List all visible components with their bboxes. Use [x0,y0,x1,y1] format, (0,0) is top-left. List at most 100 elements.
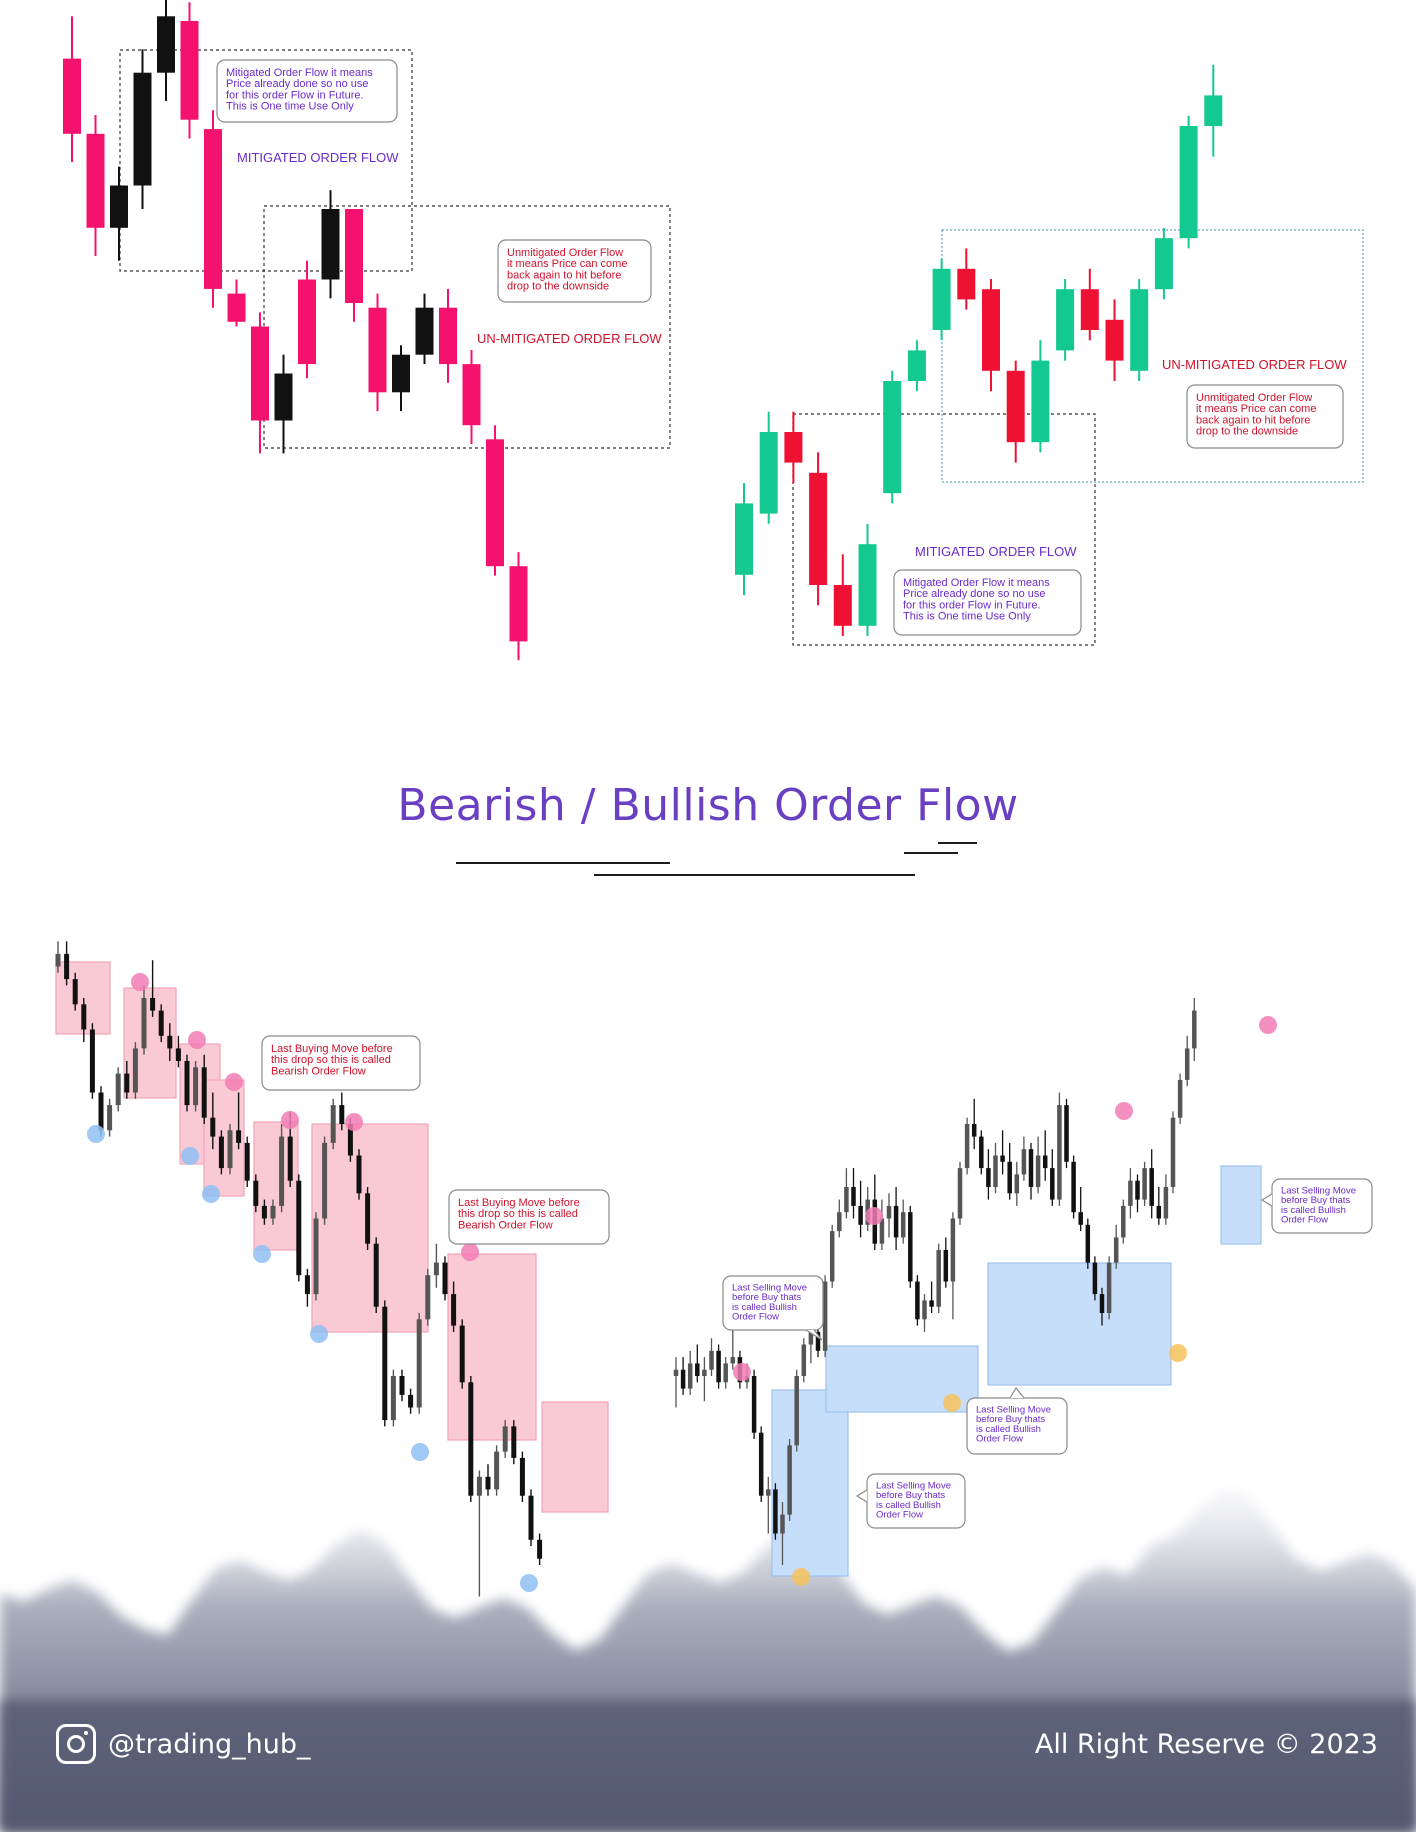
candle [1092,1256,1098,1301]
candle [702,1357,707,1402]
bullish-zone-4 [1220,1165,1262,1245]
candle [900,1199,906,1244]
candle [1071,1155,1076,1219]
candle [1064,1098,1069,1169]
candle [502,1420,508,1458]
candle [1130,279,1149,381]
candle [175,1035,181,1068]
candle [433,1243,439,1288]
candle [936,1243,941,1313]
candle [261,1199,267,1225]
candle [408,1388,414,1414]
candle [787,1439,792,1521]
candle [415,293,434,365]
page-title: Bearish / Bullish Order Flow [397,780,1019,831]
candle [1014,1161,1020,1206]
candle [1056,279,1075,361]
pink-dot-2 [188,1031,206,1049]
pink-dot-3 [225,1073,243,1091]
candle [1021,1136,1027,1181]
candle [72,972,78,1011]
candle [886,1193,892,1238]
candle [1106,1256,1112,1320]
candle [950,1212,956,1320]
candle [1149,1149,1154,1219]
candle [943,1237,949,1288]
candle [759,411,778,524]
candle [167,1023,173,1061]
candle [957,248,976,310]
candle [1007,1142,1012,1200]
mitigated-zone [792,413,1096,646]
candle [993,1142,998,1194]
candle [442,1256,448,1301]
candle [766,1476,771,1534]
candle [356,1149,362,1200]
bullish-note-2: Last Selling Move before Buy thats is call… [966,1386,1068,1455]
pink-dot-2 [865,1207,883,1225]
candle [184,1054,190,1112]
candle [1057,1092,1062,1206]
candle [1184,1035,1190,1087]
mitigated-note-text: Mitigated Order Flow it means Price alrea… [226,67,373,113]
candle [809,452,828,606]
candle [784,411,803,483]
candle [132,1042,138,1099]
candle [915,1275,920,1326]
candle [296,1174,302,1282]
candle [373,1237,379,1313]
blue-dot-7 [520,1574,538,1592]
candle [815,1325,821,1358]
candle [64,941,70,986]
candle [89,1023,95,1099]
candle [1078,1187,1083,1232]
orange-dot-1 [792,1568,810,1586]
candle [511,1420,517,1465]
mitigated-zone [119,49,413,272]
candle [485,1464,491,1496]
mitigated-label: MITIGATED ORDER FLOW [237,150,399,165]
candle [979,1130,984,1175]
candle [1121,1199,1126,1244]
candle [932,258,951,341]
bearish-zone-8 [541,1401,609,1513]
candle [730,1325,736,1370]
candle [1031,340,1050,453]
bearish-note-1: Last Buying Move before this drop so this… [261,1035,421,1091]
blue-dot-1 [87,1125,105,1143]
candle [298,260,316,379]
bullish-zone-1 [771,1389,849,1577]
candle [227,1124,233,1175]
candle [716,1344,721,1389]
candle [462,350,481,444]
unmitigated-note-text: Unmitigated Order Flow it means Price can… [507,247,627,293]
candle [339,1092,345,1131]
candle [494,1445,500,1496]
candle [844,1168,849,1219]
pink-dot-3 [1115,1102,1133,1120]
candle [210,1092,216,1150]
smoke-base [0,1700,1416,1832]
candle [680,1357,686,1395]
candle [313,1212,319,1301]
candle [1135,1174,1140,1213]
candle [1006,360,1025,463]
candle [1170,1111,1176,1194]
candle [204,110,222,308]
candle [392,345,410,412]
unmitigated-note: Unmitigated Order Flow it means Price can… [1186,384,1344,449]
candle [158,1004,164,1043]
bullish-zone-3 [987,1262,1172,1386]
mitigated-label: MITIGATED ORDER FLOW [915,544,1077,559]
blue-dot-6 [411,1443,429,1461]
candle [858,1180,863,1238]
footer-handle[interactable]: @trading_hub_ [56,1724,311,1764]
candle [81,998,87,1043]
bearish-note-2-text: Last Buying Move before this drop so this… [458,1197,580,1231]
candle [858,523,877,636]
bullish-note-4: Last Selling Move before Buy thats is call… [1260,1178,1373,1234]
candle [1192,998,1197,1061]
candle [63,16,81,162]
candle [416,1313,422,1414]
candle [236,1092,242,1150]
